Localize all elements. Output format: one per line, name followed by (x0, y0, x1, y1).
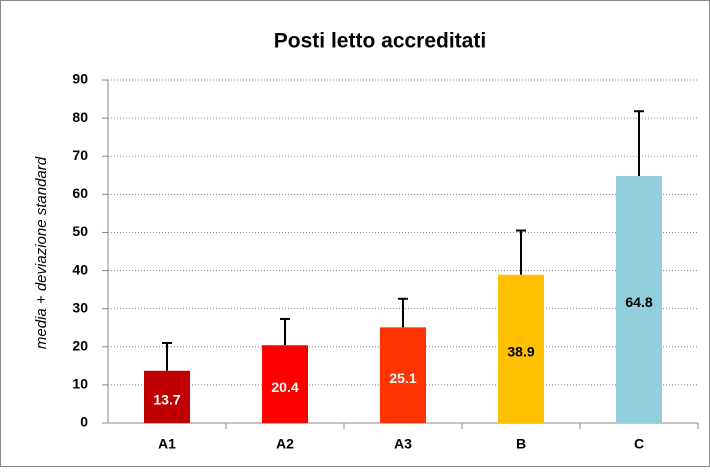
data-label: 25.1 (389, 370, 416, 386)
data-label: 13.7 (153, 392, 180, 408)
data-label: 20.4 (271, 379, 298, 395)
x-tick-label: A2 (276, 436, 294, 452)
y-tick-label: 20 (72, 337, 88, 353)
bar (262, 345, 308, 423)
y-tick-label: 80 (72, 109, 88, 125)
y-tick-label: 70 (72, 147, 88, 163)
data-label: 38.9 (507, 344, 534, 360)
y-tick-label: 90 (72, 71, 88, 87)
x-tick-label: C (634, 436, 644, 452)
chart-title: Posti letto accreditati (274, 30, 486, 53)
y-tick-label: 0 (80, 414, 88, 430)
y-tick-label: 60 (72, 185, 88, 201)
data-label: 64.8 (625, 294, 652, 310)
y-tick-label: 10 (72, 376, 88, 392)
bar (498, 274, 544, 423)
bar (144, 370, 190, 423)
bar (380, 327, 426, 423)
y-tick-label: 30 (72, 299, 88, 315)
y-tick-label: 50 (72, 223, 88, 239)
x-tick-label: A3 (394, 436, 412, 452)
bar (616, 176, 662, 423)
y-tick-label: 40 (72, 261, 88, 277)
x-tick-label: B (516, 436, 526, 452)
x-tick-label: A1 (158, 436, 176, 452)
y-axis-label: media + deviazione standard (33, 156, 50, 349)
